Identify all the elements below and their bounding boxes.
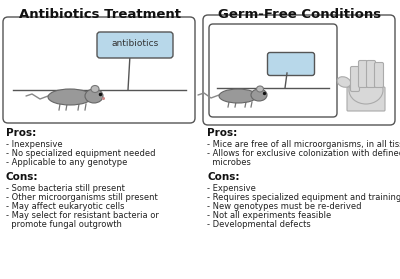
Text: - Other microorganisms still present: - Other microorganisms still present (6, 193, 158, 202)
Ellipse shape (219, 89, 257, 103)
Text: Pros:: Pros: (207, 128, 237, 138)
Text: Pros:: Pros: (6, 128, 36, 138)
FancyBboxPatch shape (366, 61, 376, 88)
Text: Cons:: Cons: (207, 172, 240, 182)
Text: - Not all experiments feasible: - Not all experiments feasible (207, 211, 331, 220)
FancyBboxPatch shape (350, 66, 360, 92)
FancyBboxPatch shape (3, 17, 195, 123)
FancyBboxPatch shape (358, 61, 368, 88)
FancyBboxPatch shape (209, 24, 337, 117)
Text: - Allows for exclusive colonization with defined: - Allows for exclusive colonization with… (207, 149, 400, 158)
Ellipse shape (85, 89, 103, 103)
Text: - Expensive: - Expensive (207, 184, 256, 193)
Text: - Some bacteria still present: - Some bacteria still present (6, 184, 125, 193)
FancyBboxPatch shape (347, 87, 385, 111)
Ellipse shape (48, 89, 92, 105)
Ellipse shape (251, 89, 267, 101)
Text: - New genotypes must be re-derived: - New genotypes must be re-derived (207, 202, 362, 211)
Text: antibiotics: antibiotics (111, 40, 159, 49)
Ellipse shape (349, 76, 383, 104)
Ellipse shape (337, 77, 351, 87)
Ellipse shape (91, 85, 99, 93)
FancyBboxPatch shape (374, 62, 384, 88)
Text: - Requires specialized equipment and training: - Requires specialized equipment and tra… (207, 193, 400, 202)
Text: Cons:: Cons: (6, 172, 38, 182)
Text: - May affect eukaryotic cells: - May affect eukaryotic cells (6, 202, 124, 211)
Text: - No specialized equipment needed: - No specialized equipment needed (6, 149, 156, 158)
Ellipse shape (256, 86, 264, 92)
Text: - Inexpensive: - Inexpensive (6, 140, 63, 149)
FancyBboxPatch shape (203, 15, 395, 125)
Text: microbes: microbes (207, 158, 251, 167)
Text: promote fungal outgrowth: promote fungal outgrowth (6, 220, 122, 229)
Text: - May select for resistant bacteria or: - May select for resistant bacteria or (6, 211, 159, 220)
Text: - Developmental defects: - Developmental defects (207, 220, 311, 229)
Text: Antibiotics Treatment: Antibiotics Treatment (19, 8, 181, 21)
Text: - Applicable to any genotype: - Applicable to any genotype (6, 158, 127, 167)
FancyBboxPatch shape (268, 52, 314, 76)
Text: Germ-Free Conditions: Germ-Free Conditions (218, 8, 382, 21)
Text: - Mice are free of all microorganisms, in all tissues: - Mice are free of all microorganisms, i… (207, 140, 400, 149)
FancyBboxPatch shape (97, 32, 173, 58)
